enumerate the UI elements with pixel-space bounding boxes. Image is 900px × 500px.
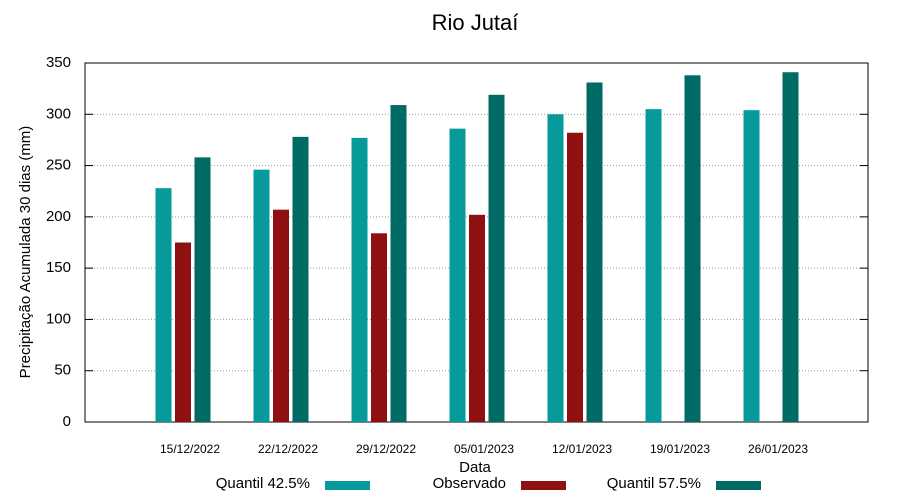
legend-swatch xyxy=(716,481,761,490)
legend-label: Observado xyxy=(433,475,506,492)
bar xyxy=(645,109,662,423)
y-tick-label: 350 xyxy=(46,54,71,71)
bar xyxy=(351,137,368,422)
x-axis-label: Data xyxy=(459,459,491,476)
y-tick-label: 300 xyxy=(46,105,71,122)
bar xyxy=(292,136,309,422)
legend-swatch xyxy=(325,481,370,490)
bar xyxy=(469,214,485,422)
y-tick-label: 100 xyxy=(46,310,71,327)
x-tick-label: 05/01/2023 xyxy=(454,442,514,456)
bar xyxy=(488,94,505,422)
bar xyxy=(194,157,211,422)
legend-label: Quantil 42.5% xyxy=(216,475,310,492)
x-tick-label: 22/12/2022 xyxy=(258,442,318,456)
bar xyxy=(782,72,799,422)
x-tick-label: 12/01/2023 xyxy=(552,442,612,456)
bar xyxy=(371,233,387,422)
chart-title: Rio Jutaí xyxy=(432,10,519,35)
x-tick-label: 29/12/2022 xyxy=(356,442,416,456)
bar xyxy=(567,132,583,422)
y-tick-label: 150 xyxy=(46,259,71,276)
bar xyxy=(175,242,191,422)
bar xyxy=(390,105,407,422)
x-tick-label: 19/01/2023 xyxy=(650,442,710,456)
bar xyxy=(253,169,270,422)
y-tick-label: 50 xyxy=(54,362,71,379)
y-tick-label: 0 xyxy=(63,413,71,430)
bar xyxy=(273,209,289,422)
bar xyxy=(586,82,603,422)
y-tick-label: 200 xyxy=(46,208,71,225)
legend-swatch xyxy=(521,481,566,490)
y-axis-label: Precipitação Acumulada 30 dias (mm) xyxy=(17,126,34,379)
x-tick-label: 26/01/2023 xyxy=(748,442,808,456)
y-tick-label: 250 xyxy=(46,157,71,174)
bar xyxy=(449,128,466,422)
x-tick-label: 15/12/2022 xyxy=(160,442,220,456)
legend-label: Quantil 57.5% xyxy=(607,475,701,492)
bar xyxy=(155,188,172,422)
bar xyxy=(684,75,701,423)
bar xyxy=(547,114,564,423)
bar xyxy=(743,110,760,422)
